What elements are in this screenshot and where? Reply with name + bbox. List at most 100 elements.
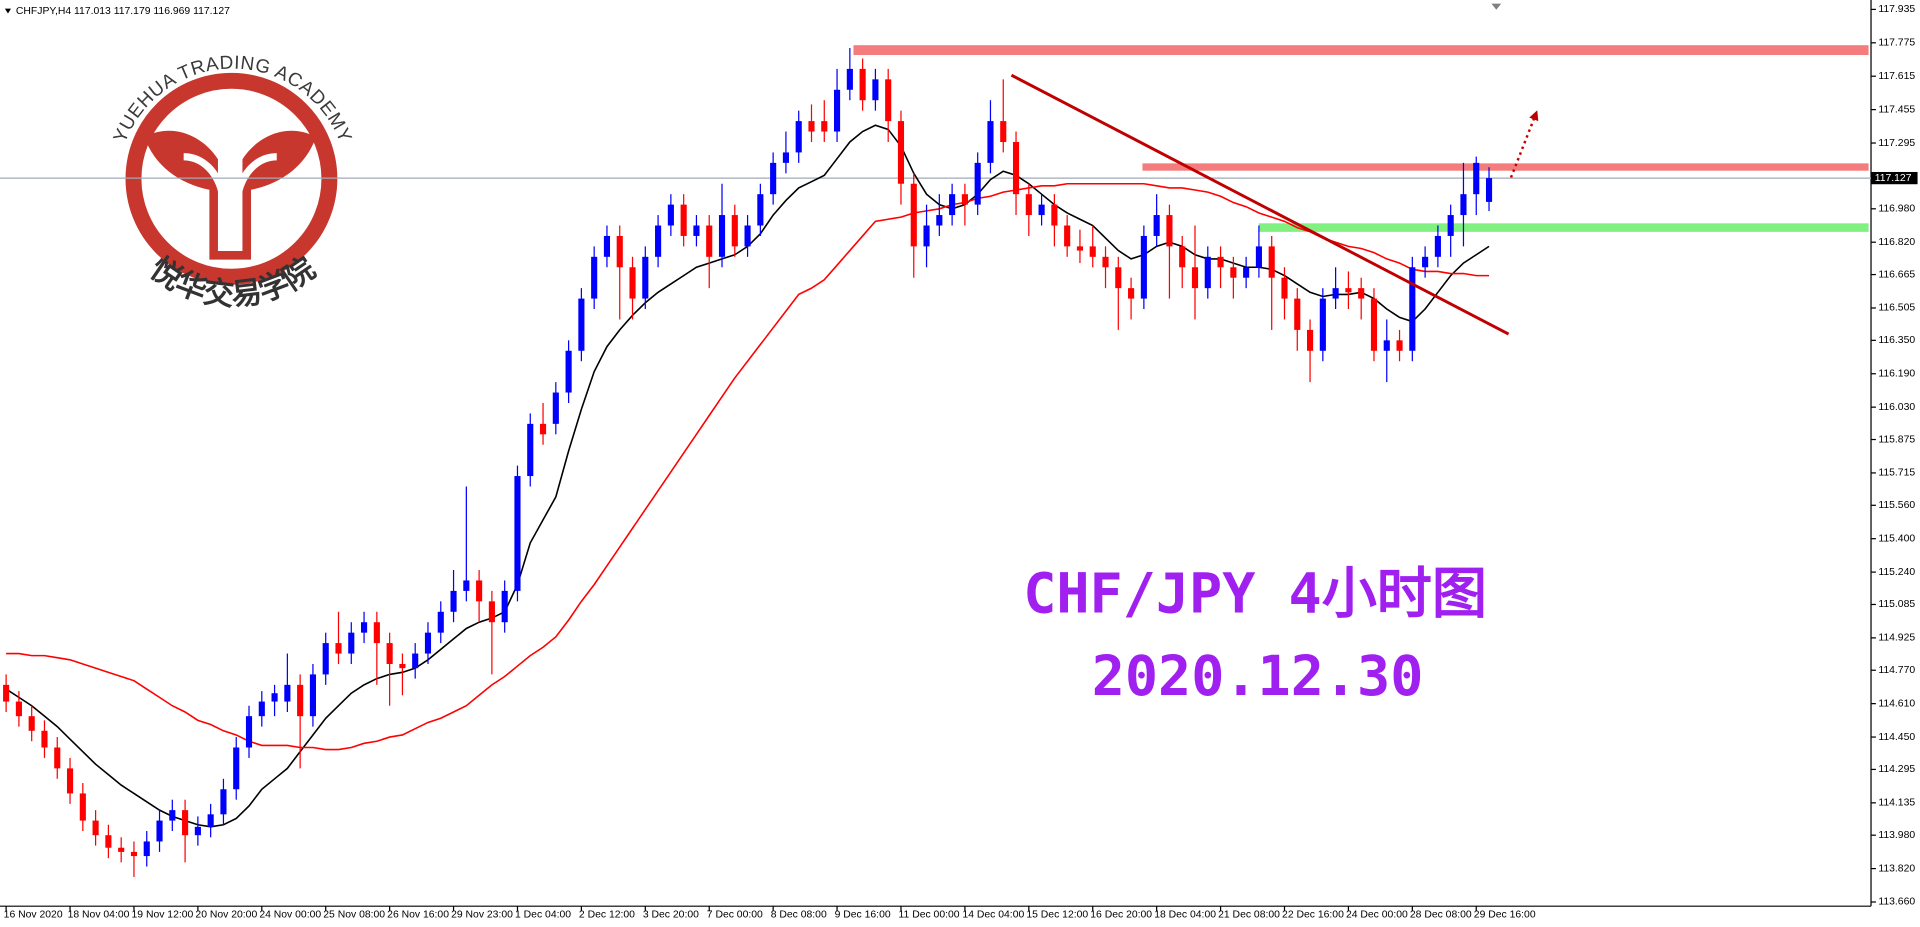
candle-body (233, 747, 240, 790)
candle-body (1153, 215, 1160, 236)
candle-body (1128, 288, 1135, 299)
candle-body (731, 215, 738, 247)
candle-body (143, 841, 150, 857)
chart-subtitle: 2020.12.30 (1092, 644, 1424, 708)
candle-body (565, 350, 572, 393)
moving-average (6, 182, 1490, 751)
y-tick-label: 116.820 (1878, 237, 1915, 248)
y-tick-label: 114.610 (1878, 698, 1915, 709)
candle-body (476, 580, 483, 602)
candle-body (245, 716, 253, 748)
x-tick-label: 7 Dec 00:00 (707, 910, 763, 921)
candle-body (808, 121, 815, 132)
x-tick-label: 19 Nov 12:00 (132, 910, 194, 921)
candle-body (1012, 141, 1020, 195)
y-tick-label: 115.240 (1878, 567, 1915, 578)
y-tick-label: 115.560 (1878, 500, 1915, 511)
candle-body (156, 820, 163, 842)
logo-mark (144, 130, 316, 260)
candle-body (718, 215, 726, 257)
candle-body (1422, 256, 1429, 268)
candle-body (591, 256, 598, 299)
candle-body (1460, 194, 1467, 216)
candle-body (15, 701, 22, 717)
arrow (1509, 110, 1539, 178)
y-tick-label: 116.350 (1878, 335, 1915, 346)
candle-body (54, 747, 61, 769)
x-tick-label: 16 Dec 20:00 (1090, 910, 1152, 921)
y-tick-label: 117.615 (1878, 71, 1915, 82)
candle-body (297, 684, 304, 717)
x-tick-label: 2 Dec 12:00 (579, 910, 635, 921)
candle-body (1076, 246, 1084, 251)
candle-body (770, 162, 777, 195)
candle-body (258, 701, 265, 717)
candle-body (961, 194, 968, 205)
candle-body (539, 423, 547, 435)
candle-body (207, 814, 214, 827)
candle-body (322, 643, 329, 675)
y-tick-label: 117.295 (1878, 138, 1915, 149)
y-tick-label: 114.925 (1878, 633, 1915, 644)
candle-body (1383, 340, 1390, 351)
candle-body (386, 643, 393, 664)
x-tick-label: 21 Dec 08:00 (1218, 910, 1280, 921)
candle-body (450, 590, 457, 612)
shift-marker (1491, 3, 1502, 10)
candle-body (1281, 277, 1288, 299)
candle-body (1230, 267, 1237, 278)
candle-body (1166, 215, 1173, 247)
x-tick-label: 29 Dec 16:00 (1474, 910, 1536, 921)
candle-body (1294, 298, 1301, 330)
candle-body (335, 643, 342, 654)
candle-body (309, 674, 316, 717)
candle-body (1025, 194, 1032, 216)
candle-body (463, 580, 470, 591)
header-marker (4, 8, 12, 14)
candle-body (629, 267, 636, 299)
candle-body (488, 601, 495, 623)
x-tick-label: 24 Dec 00:00 (1346, 910, 1408, 921)
candle-body (936, 215, 943, 226)
candle-body (1319, 298, 1326, 351)
candle-body (846, 68, 853, 90)
candle-body (974, 162, 981, 205)
candle-body (680, 204, 687, 236)
candle-body (1358, 288, 1365, 299)
candle-body (28, 716, 35, 731)
candle-body (284, 684, 291, 702)
x-tick-label: 8 Dec 08:00 (771, 910, 827, 921)
x-tick-label: 16 Nov 2020 (4, 910, 63, 921)
y-tick-label: 114.450 (1878, 732, 1915, 743)
candle-body (885, 79, 892, 122)
level-band (1142, 163, 1869, 171)
candle-body (41, 730, 48, 748)
chart-title: CHF/JPY 4小时图 (1023, 562, 1487, 626)
y-tick-label: 117.455 (1878, 104, 1915, 115)
candle-body (361, 622, 368, 633)
candle-body (795, 121, 802, 153)
candle-body (1396, 340, 1403, 351)
candle-body (182, 810, 189, 836)
candle-body (130, 851, 138, 857)
y-tick-label: 113.660 (1878, 897, 1915, 908)
x-tick-label: 3 Dec 20:00 (643, 910, 699, 921)
candle-body (642, 256, 649, 299)
candle-body (105, 835, 112, 848)
logo-mark-inner (183, 153, 278, 200)
candle-body (437, 611, 444, 633)
x-tick-label: 14 Dec 04:00 (962, 910, 1024, 921)
trendline (1010, 73, 1510, 336)
candle-body (744, 225, 751, 247)
candle-body (169, 810, 176, 821)
x-tick-label: 24 Nov 00:00 (259, 910, 321, 921)
candle-body (1370, 298, 1378, 351)
candle-body (1051, 204, 1058, 226)
candle-body (834, 89, 841, 132)
candle-body (1473, 162, 1480, 195)
candle-body (706, 225, 713, 257)
header: CHFJPY,H4 117.013 117.179 116.969 117.12… (16, 6, 230, 17)
candle-body (399, 663, 406, 669)
candle-body (987, 121, 994, 163)
